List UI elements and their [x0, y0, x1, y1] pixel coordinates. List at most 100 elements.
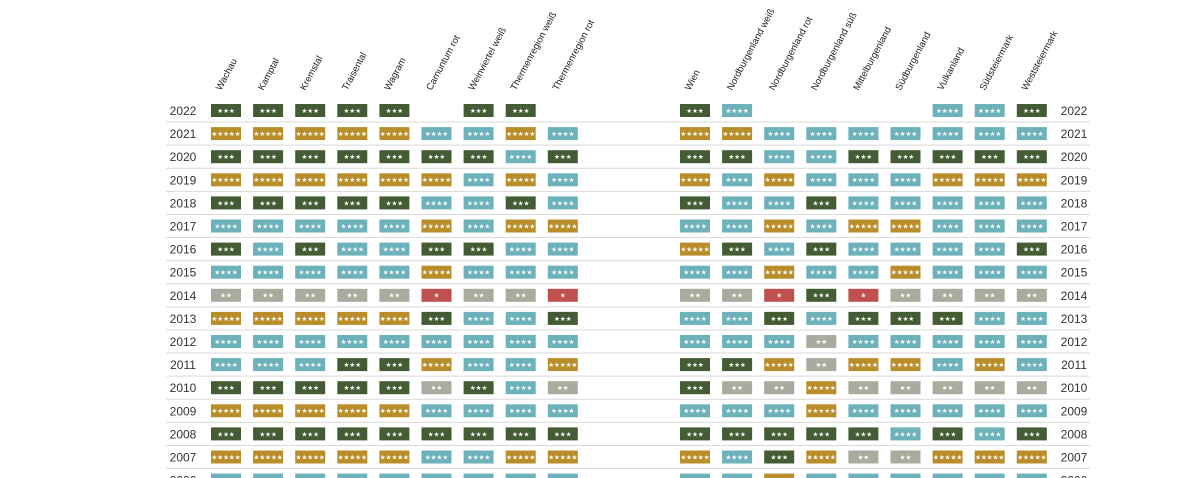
rating-stars: ★★★★★ — [765, 269, 794, 277]
rating-stars: ★★★★★ — [506, 130, 535, 138]
rating-cell — [547, 450, 578, 464]
rating-stars: ★★★★ — [894, 199, 917, 207]
rating-stars: ★★★ — [259, 107, 277, 115]
rating-stars: ★★★★★ — [723, 130, 752, 138]
rating-cell — [764, 242, 795, 256]
year-label-right: 2018 — [1061, 196, 1088, 210]
rating-stars: ★★★★ — [425, 477, 448, 478]
rating-cell — [722, 473, 753, 478]
column-header: Vulkanland — [936, 46, 968, 92]
rating-stars: ★★ — [858, 453, 870, 461]
rating-cell — [421, 196, 452, 210]
rating-cell — [890, 242, 921, 256]
rating-stars: ★★★★★ — [765, 477, 794, 478]
rating-cell — [932, 219, 963, 233]
rating-stars: ★★★★ — [509, 269, 532, 277]
rating-stars: ★★★★★ — [807, 384, 836, 392]
rating-cell — [806, 311, 837, 325]
rating-stars: ★★★★★ — [422, 176, 451, 184]
rating-cell — [890, 150, 921, 164]
rating-stars: ★★★★ — [214, 269, 237, 277]
rating-cell — [463, 242, 494, 256]
rating-stars: ★★★★ — [509, 407, 532, 415]
rating-cell — [295, 335, 326, 348]
rating-cell — [680, 311, 710, 325]
year-label-right: 2008 — [1061, 427, 1088, 441]
rating-cell — [932, 196, 963, 210]
rating-cell — [253, 288, 284, 302]
rating-stars: ★★★★ — [551, 199, 574, 207]
rating-cell — [421, 404, 452, 418]
rating-cell — [806, 450, 837, 464]
rating-stars: ★★★★ — [467, 222, 490, 230]
rating-stars: ★★★★★ — [765, 361, 794, 369]
rating-stars: ★★★ — [1023, 107, 1041, 115]
rating-cell — [505, 358, 536, 372]
rating-stars: ★★★★ — [852, 269, 875, 277]
column-header: Carnuntum rot — [424, 33, 462, 92]
rating-cell — [379, 288, 410, 302]
rating-cell — [253, 150, 284, 164]
rating-cell — [848, 150, 879, 164]
rating-cell — [547, 335, 578, 348]
rating-cell — [890, 288, 921, 302]
rating-stars: ★★★★ — [1020, 269, 1043, 277]
rating-stars: ★★★ — [770, 315, 788, 323]
rating-stars: ★★★★★ — [975, 361, 1004, 369]
year-label-right: 2009 — [1061, 404, 1088, 418]
year-label-left: 2012 — [170, 335, 197, 349]
rating-cell — [932, 427, 963, 441]
rating-stars: ★★★★ — [852, 477, 875, 478]
rating-cell — [722, 173, 753, 187]
rating-stars: ★★★★★ — [1017, 176, 1046, 184]
rating-stars: ★★★★ — [467, 199, 490, 207]
year-label-left: 2009 — [170, 404, 197, 418]
rating-cell — [337, 311, 368, 325]
rating-stars: ★★ — [984, 292, 996, 300]
rating-stars: ★★★★ — [810, 477, 833, 478]
rating-cell — [505, 242, 536, 256]
rating-cell — [379, 427, 410, 441]
rating-cell — [974, 265, 1005, 279]
rating-cell — [421, 150, 452, 164]
rating-stars: ★★★★ — [467, 453, 490, 461]
rating-stars: ★★★★ — [725, 222, 748, 230]
column-header: Wachau — [214, 57, 240, 93]
rating-cell — [764, 335, 795, 348]
rating-stars: ★★★★ — [978, 222, 1001, 230]
rating-stars: ★★★★★ — [933, 176, 962, 184]
column-header: Südsteiermark — [978, 33, 1017, 92]
rating-stars: ★★ — [815, 361, 827, 369]
rating-stars: ★★★★ — [256, 246, 279, 254]
rating-cell — [806, 427, 837, 441]
rating-cell — [806, 242, 837, 256]
rating-cell — [337, 173, 368, 187]
rating-cell — [547, 358, 578, 372]
rating-cell — [253, 473, 284, 478]
rating-cell — [463, 196, 494, 210]
rating-cell — [890, 427, 921, 441]
rating-cell — [505, 335, 536, 348]
rating-cell — [547, 404, 578, 418]
rating-cell — [547, 219, 578, 233]
rating-cell — [1016, 196, 1047, 210]
rating-cell — [680, 381, 710, 395]
rating-cell — [848, 450, 879, 464]
rating-stars: ★★★★ — [1020, 222, 1043, 230]
rating-cell — [890, 381, 921, 395]
rating-cell — [806, 404, 837, 418]
rating-cell — [295, 381, 326, 395]
rating-stars: ★★★ — [728, 153, 746, 161]
rating-stars: ★★★★ — [341, 222, 364, 230]
rating-stars: ★★★ — [1023, 430, 1041, 438]
year-label-left: 2010 — [170, 381, 197, 395]
rating-stars: ★★★ — [217, 384, 235, 392]
rating-cell — [1016, 127, 1047, 141]
rating-stars: ★★★★ — [1020, 315, 1043, 323]
rating-cell — [379, 358, 410, 372]
rating-stars: ★★★★ — [383, 246, 406, 254]
rating-stars: ★★★★ — [978, 107, 1001, 115]
rating-cell — [1016, 150, 1047, 164]
rating-stars: ★★★ — [728, 430, 746, 438]
rating-cell — [974, 150, 1005, 164]
